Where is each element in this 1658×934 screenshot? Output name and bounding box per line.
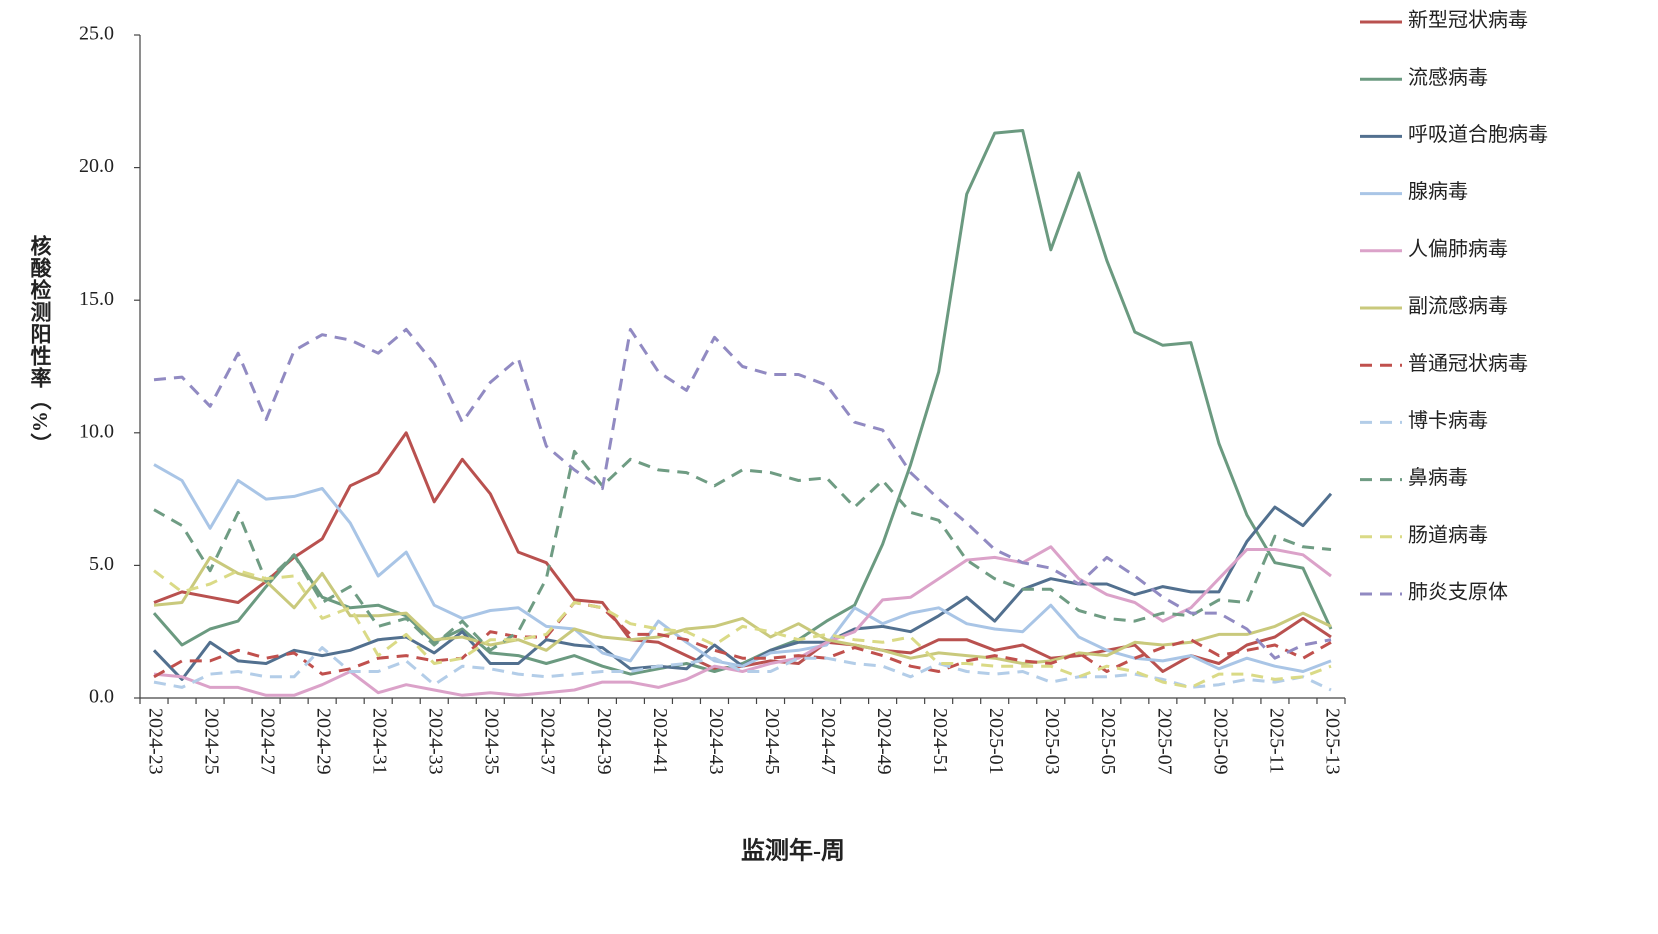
x-tick-label: 2024-29 <box>313 708 335 775</box>
x-tick-label: 2024-51 <box>929 708 951 775</box>
y-tick-label: 10.0 <box>79 420 114 442</box>
legend-label: 流感病毒 <box>1408 66 1488 89</box>
y-tick-label: 15.0 <box>79 288 114 310</box>
x-tick-label: 2024-43 <box>705 708 727 775</box>
series-line <box>153 449 1332 652</box>
x-tick-label: 2024-39 <box>593 708 615 775</box>
legend-label: 腺病毒 <box>1408 180 1468 203</box>
y-tick-label: 0.0 <box>89 686 114 708</box>
legend-label: 博卡病毒 <box>1408 409 1488 432</box>
x-axis-label: 监测年-周 <box>741 837 845 865</box>
y-axis-label: 核酸检测阳性率（%） <box>28 234 52 455</box>
x-tick-label: 2024-27 <box>257 708 279 775</box>
series-line <box>152 129 1333 676</box>
legend-label: 新型冠状病毒 <box>1408 9 1528 32</box>
x-tick-label: 2024-25 <box>200 708 222 775</box>
x-tick-label: 2025-01 <box>985 708 1007 775</box>
series-line <box>153 646 1332 692</box>
x-tick-label: 2025-09 <box>1209 708 1231 775</box>
series-line <box>153 569 1332 689</box>
x-tick-label: 2025-03 <box>1041 708 1063 775</box>
x-tick-label: 2024-23 <box>144 708 166 775</box>
x-tick-label: 2024-31 <box>369 708 391 775</box>
series-line <box>153 601 1332 679</box>
y-tick-label: 20.0 <box>79 155 114 177</box>
legend-label: 肺炎支原体 <box>1408 581 1508 604</box>
x-tick-label: 2024-47 <box>817 708 839 775</box>
legend-label: 副流感病毒 <box>1408 295 1508 318</box>
x-tick-label: 2024-33 <box>425 708 447 775</box>
series-line <box>153 327 1332 660</box>
series-line <box>153 555 1332 665</box>
legend-label: 普通冠状病毒 <box>1408 352 1528 375</box>
x-tick-label: 2025-13 <box>1321 708 1343 775</box>
x-tick-label: 2024-49 <box>873 708 895 775</box>
legend-label: 呼吸道合胞病毒 <box>1408 123 1548 146</box>
series-line <box>153 463 1332 673</box>
x-tick-label: 2025-07 <box>1153 708 1175 775</box>
x-tick-label: 2024-35 <box>481 708 503 775</box>
x-tick-label: 2024-41 <box>649 708 671 775</box>
y-tick-label: 5.0 <box>89 553 114 575</box>
legend-label: 鼻病毒 <box>1408 466 1468 489</box>
y-tick-label: 25.0 <box>79 23 114 45</box>
x-tick-label: 2024-45 <box>761 708 783 775</box>
x-tick-label: 2024-37 <box>537 708 559 775</box>
legend-label: 肠道病毒 <box>1408 523 1488 546</box>
legend-label: 人偏肺病毒 <box>1408 237 1508 260</box>
x-tick-label: 2025-05 <box>1097 708 1119 775</box>
x-tick-label: 2025-11 <box>1265 708 1287 774</box>
series-line <box>153 431 1332 673</box>
